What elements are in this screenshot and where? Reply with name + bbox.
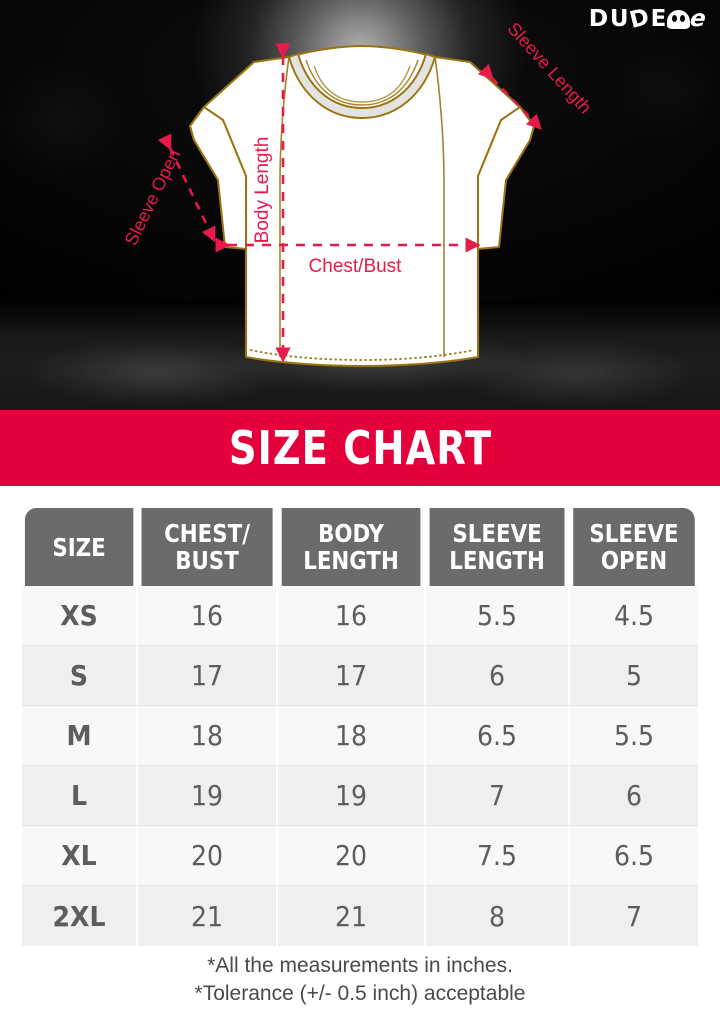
header-line-1: SLEEVE xyxy=(589,519,679,548)
measurement-notes: *All the measurements in inches. *Tolera… xyxy=(0,952,720,1007)
body-length-label: Body Length xyxy=(252,137,273,244)
size-chart-table: SIZE CHEST/ BUST BODY LENGTH SLEEVE LENG… xyxy=(22,508,698,946)
table-row: L 19 19 7 6 xyxy=(22,766,698,826)
header-line-1: BODY xyxy=(318,519,385,548)
header-line-1: SLEEVE xyxy=(452,519,542,548)
cell-sleeve-open: 7 xyxy=(570,886,698,946)
cell-sleeve-length: 5.5 xyxy=(426,586,570,646)
table-header-row: SIZE CHEST/ BUST BODY LENGTH SLEEVE LENG… xyxy=(22,508,698,586)
tshirt-diagram: Body Length Chest/Bust Sleeve Length Sle… xyxy=(121,19,595,368)
column-header-chest-bust: CHEST/ BUST xyxy=(141,508,275,586)
cell-sleeve-length: 8 xyxy=(426,886,570,946)
cell-sleeve-length: 7.5 xyxy=(426,826,570,886)
cell-sleeve-length: 6 xyxy=(426,646,570,706)
cell-sleeve-length: 6.5 xyxy=(426,706,570,766)
cell-sleeve-open: 5.5 xyxy=(570,706,698,766)
table-row: M 18 18 6.5 5.5 xyxy=(22,706,698,766)
brand-logo: D U D E e xyxy=(589,4,708,34)
chest-bust-measure: Chest/Bust xyxy=(215,237,481,277)
table-row: XS 16 16 5.5 4.5 xyxy=(22,586,698,646)
page-title: SIZE CHART xyxy=(228,421,492,475)
column-header-body-length: BODY LENGTH xyxy=(281,508,423,586)
table-row: 2XL 21 21 8 7 xyxy=(22,886,698,946)
cell-size: XL xyxy=(22,826,138,886)
cell-chest-bust: 19 xyxy=(138,766,278,826)
cell-chest-bust: 18 xyxy=(138,706,278,766)
header-line-1: SIZE xyxy=(52,532,106,562)
table-body: XS 16 16 5.5 4.5 S 17 17 6 5 M 18 18 6.5 5.5 L 19 19 7 6 XL 2… xyxy=(22,586,698,946)
cell-body-length: 21 xyxy=(278,886,426,946)
sleeve-open-label: Sleeve Open xyxy=(121,146,185,248)
size-chart-table-wrapper: SIZE CHEST/ BUST BODY LENGTH SLEEVE LENG… xyxy=(22,508,698,946)
logo-letter-d: D xyxy=(589,6,610,32)
column-header-size: SIZE xyxy=(24,508,136,586)
body-length-measure: Body Length xyxy=(252,43,291,363)
logo-letter-u: U xyxy=(609,6,630,32)
cell-sleeve-open: 6.5 xyxy=(570,826,698,886)
cell-size: M xyxy=(22,706,138,766)
logo-letter-o: D xyxy=(627,4,653,34)
cell-body-length: 16 xyxy=(278,586,426,646)
size-chart-banner: SIZE CHART xyxy=(0,410,720,486)
column-header-sleeve-length: SLEEVE LENGTH xyxy=(429,508,567,586)
table-row: S 17 17 6 5 xyxy=(22,646,698,706)
cell-size: XS xyxy=(22,586,138,646)
right-shoulder-seam xyxy=(434,56,445,357)
cell-sleeve-open: 6 xyxy=(570,766,698,826)
table-row: XL 20 20 7.5 6.5 xyxy=(22,826,698,886)
note-tolerance: *Tolerance (+/- 0.5 inch) acceptable xyxy=(194,981,526,1005)
header-line-2: LENGTH xyxy=(449,546,545,575)
cell-body-length: 17 xyxy=(278,646,426,706)
header-line-2: OPEN xyxy=(600,546,668,575)
cell-body-length: 18 xyxy=(278,706,426,766)
header-line-1: CHEST/ xyxy=(164,519,251,548)
logo-mascot-icon xyxy=(666,10,690,29)
header-line-2: BUST xyxy=(175,546,239,575)
column-header-sleeve-open: SLEEVE OPEN xyxy=(573,508,695,586)
cell-sleeve-open: 4.5 xyxy=(570,586,698,646)
cell-size: S xyxy=(22,646,138,706)
hero-section: Body Length Chest/Bust Sleeve Length Sle… xyxy=(0,0,720,410)
collar-ribbing xyxy=(288,53,436,119)
logo-letter-e2: e xyxy=(688,6,708,32)
cell-chest-bust: 17 xyxy=(138,646,278,706)
right-sleeve-cuff xyxy=(477,106,535,250)
cell-size: 2XL xyxy=(22,886,138,946)
note-units: *All the measurements in inches. xyxy=(207,954,513,977)
cell-sleeve-open: 5 xyxy=(570,646,698,706)
logo-letter-e: E xyxy=(650,6,667,32)
cell-body-length: 20 xyxy=(278,826,426,886)
table-header: SIZE CHEST/ BUST BODY LENGTH SLEEVE LENG… xyxy=(22,508,698,586)
sleeve-open-measure: Sleeve Open xyxy=(121,133,216,249)
cell-body-length: 19 xyxy=(278,766,426,826)
cell-size: L xyxy=(22,766,138,826)
cell-chest-bust: 21 xyxy=(138,886,278,946)
header-line-2: LENGTH xyxy=(303,546,399,575)
chest-bust-label: Chest/Bust xyxy=(309,256,403,277)
cell-sleeve-length: 7 xyxy=(426,766,570,826)
cell-chest-bust: 20 xyxy=(138,826,278,886)
cell-chest-bust: 16 xyxy=(138,586,278,646)
